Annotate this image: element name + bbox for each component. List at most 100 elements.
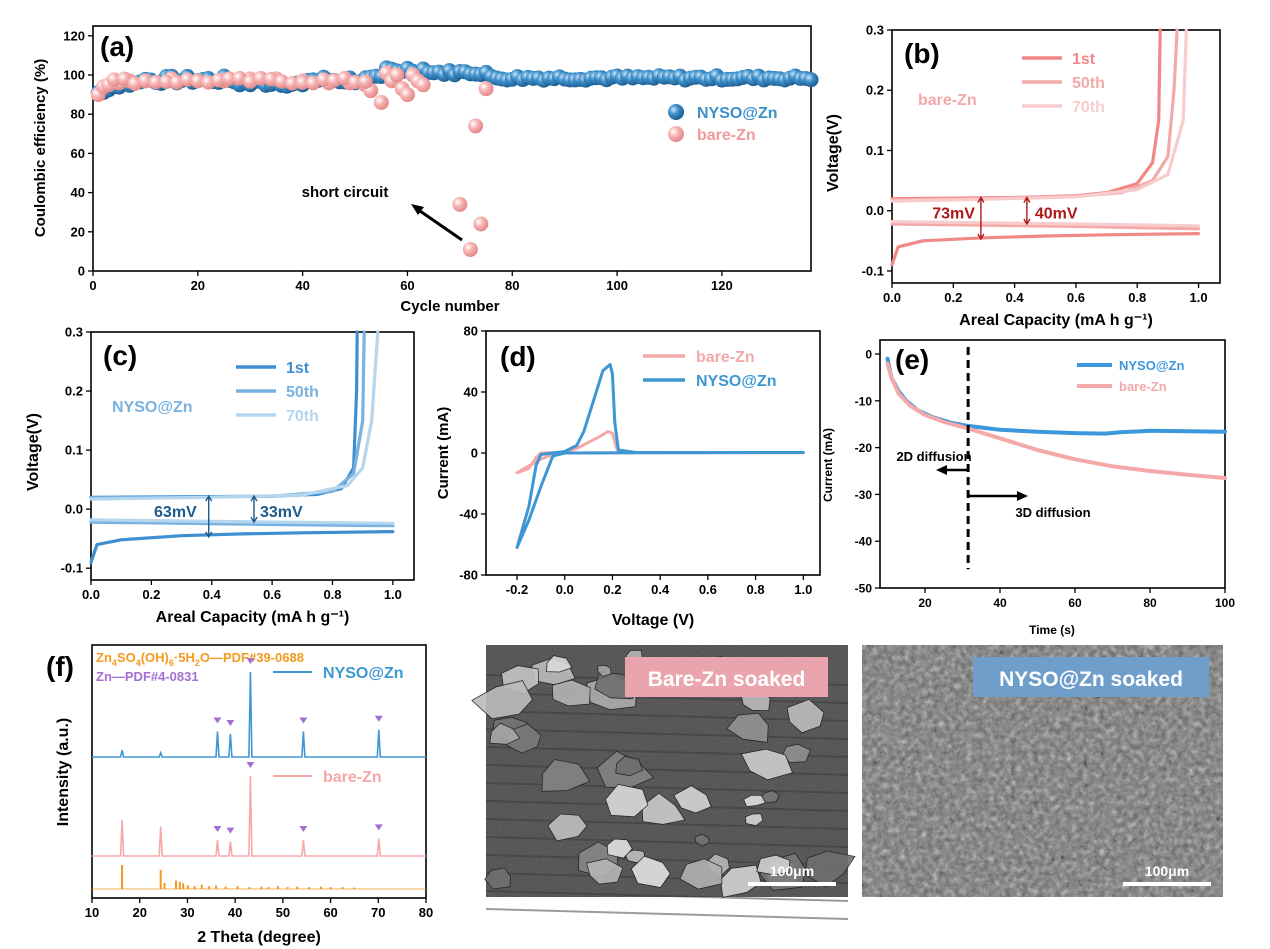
sem-flake [597, 664, 612, 677]
panel-a-xtick-label: 100 [606, 278, 628, 293]
panel-b-xlabel: Areal Capacity (mA h g⁻¹) [959, 312, 1153, 329]
panel-f-frame [91, 644, 427, 899]
legend-NYSO@Zn-label: NYSO@Zn [1119, 358, 1184, 373]
zn-marker [213, 826, 222, 832]
panel-d-ytick-label: 80 [464, 324, 478, 339]
bare-zn-point [347, 74, 363, 90]
panel-b-frame [891, 29, 1221, 284]
legend-nyso-label: NYSO@Zn [697, 105, 778, 122]
legend-50th-label: 50th [1072, 75, 1105, 92]
sem-flake [782, 743, 812, 763]
panel-d-ylabel: Current (mA) [435, 407, 452, 500]
panel-f: 10 20 30 40 50 60 70 80 2 Theta (degree) Intensit… [46, 644, 433, 946]
panel-b-ylabel: Voltage(V) [825, 114, 842, 192]
zn-marker [213, 717, 222, 724]
panel-e-label: (e) [895, 344, 929, 375]
panel-a-label: (a) [100, 31, 134, 62]
cv-NYSO@Zn [515, 363, 805, 549]
legend-NYSO@Zn-label: NYSO@Zn [696, 373, 777, 390]
sem-flake [641, 792, 686, 825]
panel-e-ytick-label: -40 [855, 535, 873, 549]
sem-flake [551, 679, 591, 707]
sem-flake [786, 698, 825, 734]
zn-marker [299, 717, 308, 724]
panel-b-ytick-label: -0.1 [862, 263, 884, 278]
panel-d-xtick-label: 0.6 [699, 582, 717, 597]
panel-d-xtick-label: 0.0 [556, 582, 574, 597]
curve-50th-discharge [890, 222, 1201, 231]
panel-e-xtick-label: 20 [918, 596, 932, 610]
bare-zn-point [389, 67, 405, 83]
panel-f-xtick-label: 40 [228, 905, 242, 920]
scale-bar-h [1123, 882, 1211, 886]
annot-label: 33mV [260, 504, 303, 521]
nyso-point [803, 72, 819, 88]
panel-f-xtick-label: 80 [419, 905, 433, 920]
panel-d-ytick-label: -80 [459, 568, 478, 583]
legend-bare-Zn-label: bare-Zn [696, 349, 755, 366]
ca-bare-Zn [885, 361, 1227, 480]
panel-e-ytick-label: -20 [855, 441, 873, 455]
panel-e-ytick-label: 0 [865, 348, 872, 362]
panel-b-label: (b) [904, 38, 940, 69]
panel-b-xtick-label: 0.4 [1006, 290, 1025, 305]
panel-d-ytick-label: -40 [459, 507, 478, 522]
panel-f-xtick-label: 70 [371, 905, 385, 920]
sem-flake [759, 790, 781, 804]
short-circuit-arrow [419, 209, 463, 242]
zn-marker [246, 658, 255, 664]
panel-b-xtick-label: 0.6 [1067, 290, 1085, 305]
panel-f-label: (f) [46, 651, 74, 682]
panel-c-ytick-label: 0.0 [65, 502, 83, 517]
panel-c-xtick-label: 0.4 [203, 587, 222, 602]
panel-b-xtick-label: 0.0 [883, 290, 901, 305]
sem-stripe [485, 908, 849, 920]
panel-d-ytick-label: 40 [464, 385, 478, 400]
zn-marker [374, 715, 383, 722]
curve-50th-discharge [89, 520, 395, 528]
panel-f-xtick-label: 30 [180, 905, 194, 920]
legend-70th-label: 70th [286, 408, 319, 425]
panel-b-xtick-label: 0.8 [1128, 290, 1146, 305]
sem-flake [615, 755, 644, 777]
legend-nyso-label: NYSO@Zn [323, 665, 404, 682]
left-arrowhead [936, 465, 947, 475]
sem-flake [694, 833, 710, 847]
annot-arrowhead [205, 531, 213, 539]
bare-zn-point [373, 94, 389, 110]
sem-flake [679, 858, 723, 890]
panel-a-xtick-label: 60 [400, 278, 414, 293]
sem-flake [541, 759, 591, 792]
panel-d-xtick-label: 0.2 [603, 582, 621, 597]
panel-e-xtick-label: 60 [1068, 596, 1082, 610]
panel-d-ytick-label: 0 [471, 446, 478, 461]
curve-1st-discharge [89, 530, 395, 564]
zn-marker [226, 720, 235, 727]
legend-1st-label: 1st [1072, 51, 1096, 68]
panel-e-xtick-label: 40 [993, 596, 1007, 610]
panel-c-ytick-label: 0.1 [65, 443, 83, 458]
panel-f-xlabel: 2 Theta (degree) [197, 929, 321, 946]
sem-flake [673, 785, 712, 814]
annot-arrowhead [250, 516, 258, 524]
caption-h: NYSO@Zn soaked [999, 668, 1183, 691]
panel-b-ytick-label: 0.2 [866, 83, 884, 98]
bare-zn-point [452, 196, 468, 212]
panel-a-xtick-label: 40 [295, 278, 309, 293]
legend-nyso-marker [668, 104, 684, 120]
right-arrowhead [1017, 491, 1028, 501]
zn-marker [226, 827, 235, 834]
bare-zn-point [468, 118, 484, 134]
panel-d-xtick-label: 0.4 [651, 582, 670, 597]
panel-a-xtick-label: 80 [505, 278, 519, 293]
panel-a: 0 20 40 60 80 100 120 0 20 40 60 80 100 120 Cycle numb… [32, 25, 819, 315]
bare-zn-point [159, 74, 174, 89]
annot-label: 63mV [154, 504, 197, 521]
panel-a-xlabel: Cycle number [400, 298, 499, 315]
panel-e-ytick-label: -10 [855, 394, 873, 408]
annot-arrowhead [250, 494, 258, 502]
right-text: 3D diffusion [1015, 505, 1090, 520]
panel-d-label: (d) [500, 341, 536, 372]
panel-a-xtick-label: 120 [711, 278, 733, 293]
